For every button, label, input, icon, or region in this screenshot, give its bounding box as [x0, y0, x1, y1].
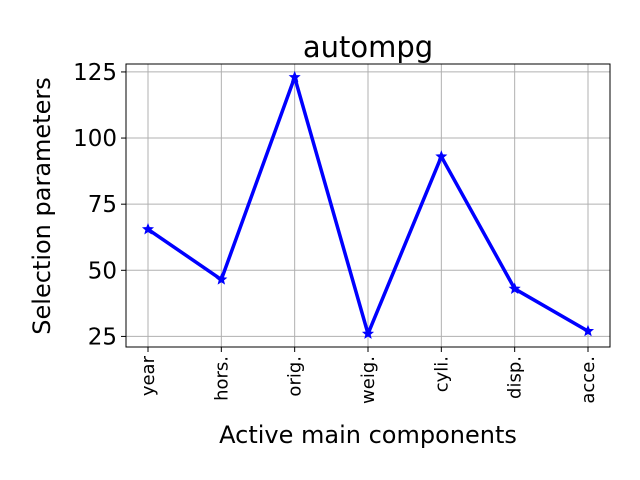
- x-tick-label: weig.: [358, 356, 379, 404]
- y-tick-label: 50: [88, 258, 117, 284]
- y-tick-label: 75: [88, 192, 117, 218]
- y-axis-label: Selection parameters: [28, 77, 56, 334]
- y-axis: 25 50 75 100 125: [73, 60, 126, 350]
- data-point: [581, 324, 595, 337]
- data-point: [508, 282, 521, 294]
- data-point: [435, 150, 448, 162]
- x-tick-label: cyli.: [431, 356, 452, 392]
- x-tick-label: year: [138, 355, 159, 396]
- grid: [126, 64, 610, 347]
- x-tick-label: orig.: [285, 356, 306, 397]
- x-axis: year hors. orig. weig. cyli. disp. acce.: [138, 347, 599, 404]
- y-tick-label: 25: [88, 324, 117, 350]
- x-axis-label: Active main components: [219, 421, 517, 449]
- y-tick-label: 125: [73, 60, 117, 86]
- data-point: [141, 222, 155, 235]
- x-tick-label: hors.: [211, 356, 232, 401]
- series-layer: [141, 70, 595, 339]
- x-tick-label: disp.: [505, 356, 526, 399]
- data-point: [288, 70, 301, 83]
- y-tick-label: 100: [73, 126, 117, 152]
- data-point: [215, 273, 228, 285]
- data-point: [361, 327, 375, 339]
- chart-title: autompg: [303, 30, 433, 64]
- x-tick-label: acce.: [578, 356, 599, 404]
